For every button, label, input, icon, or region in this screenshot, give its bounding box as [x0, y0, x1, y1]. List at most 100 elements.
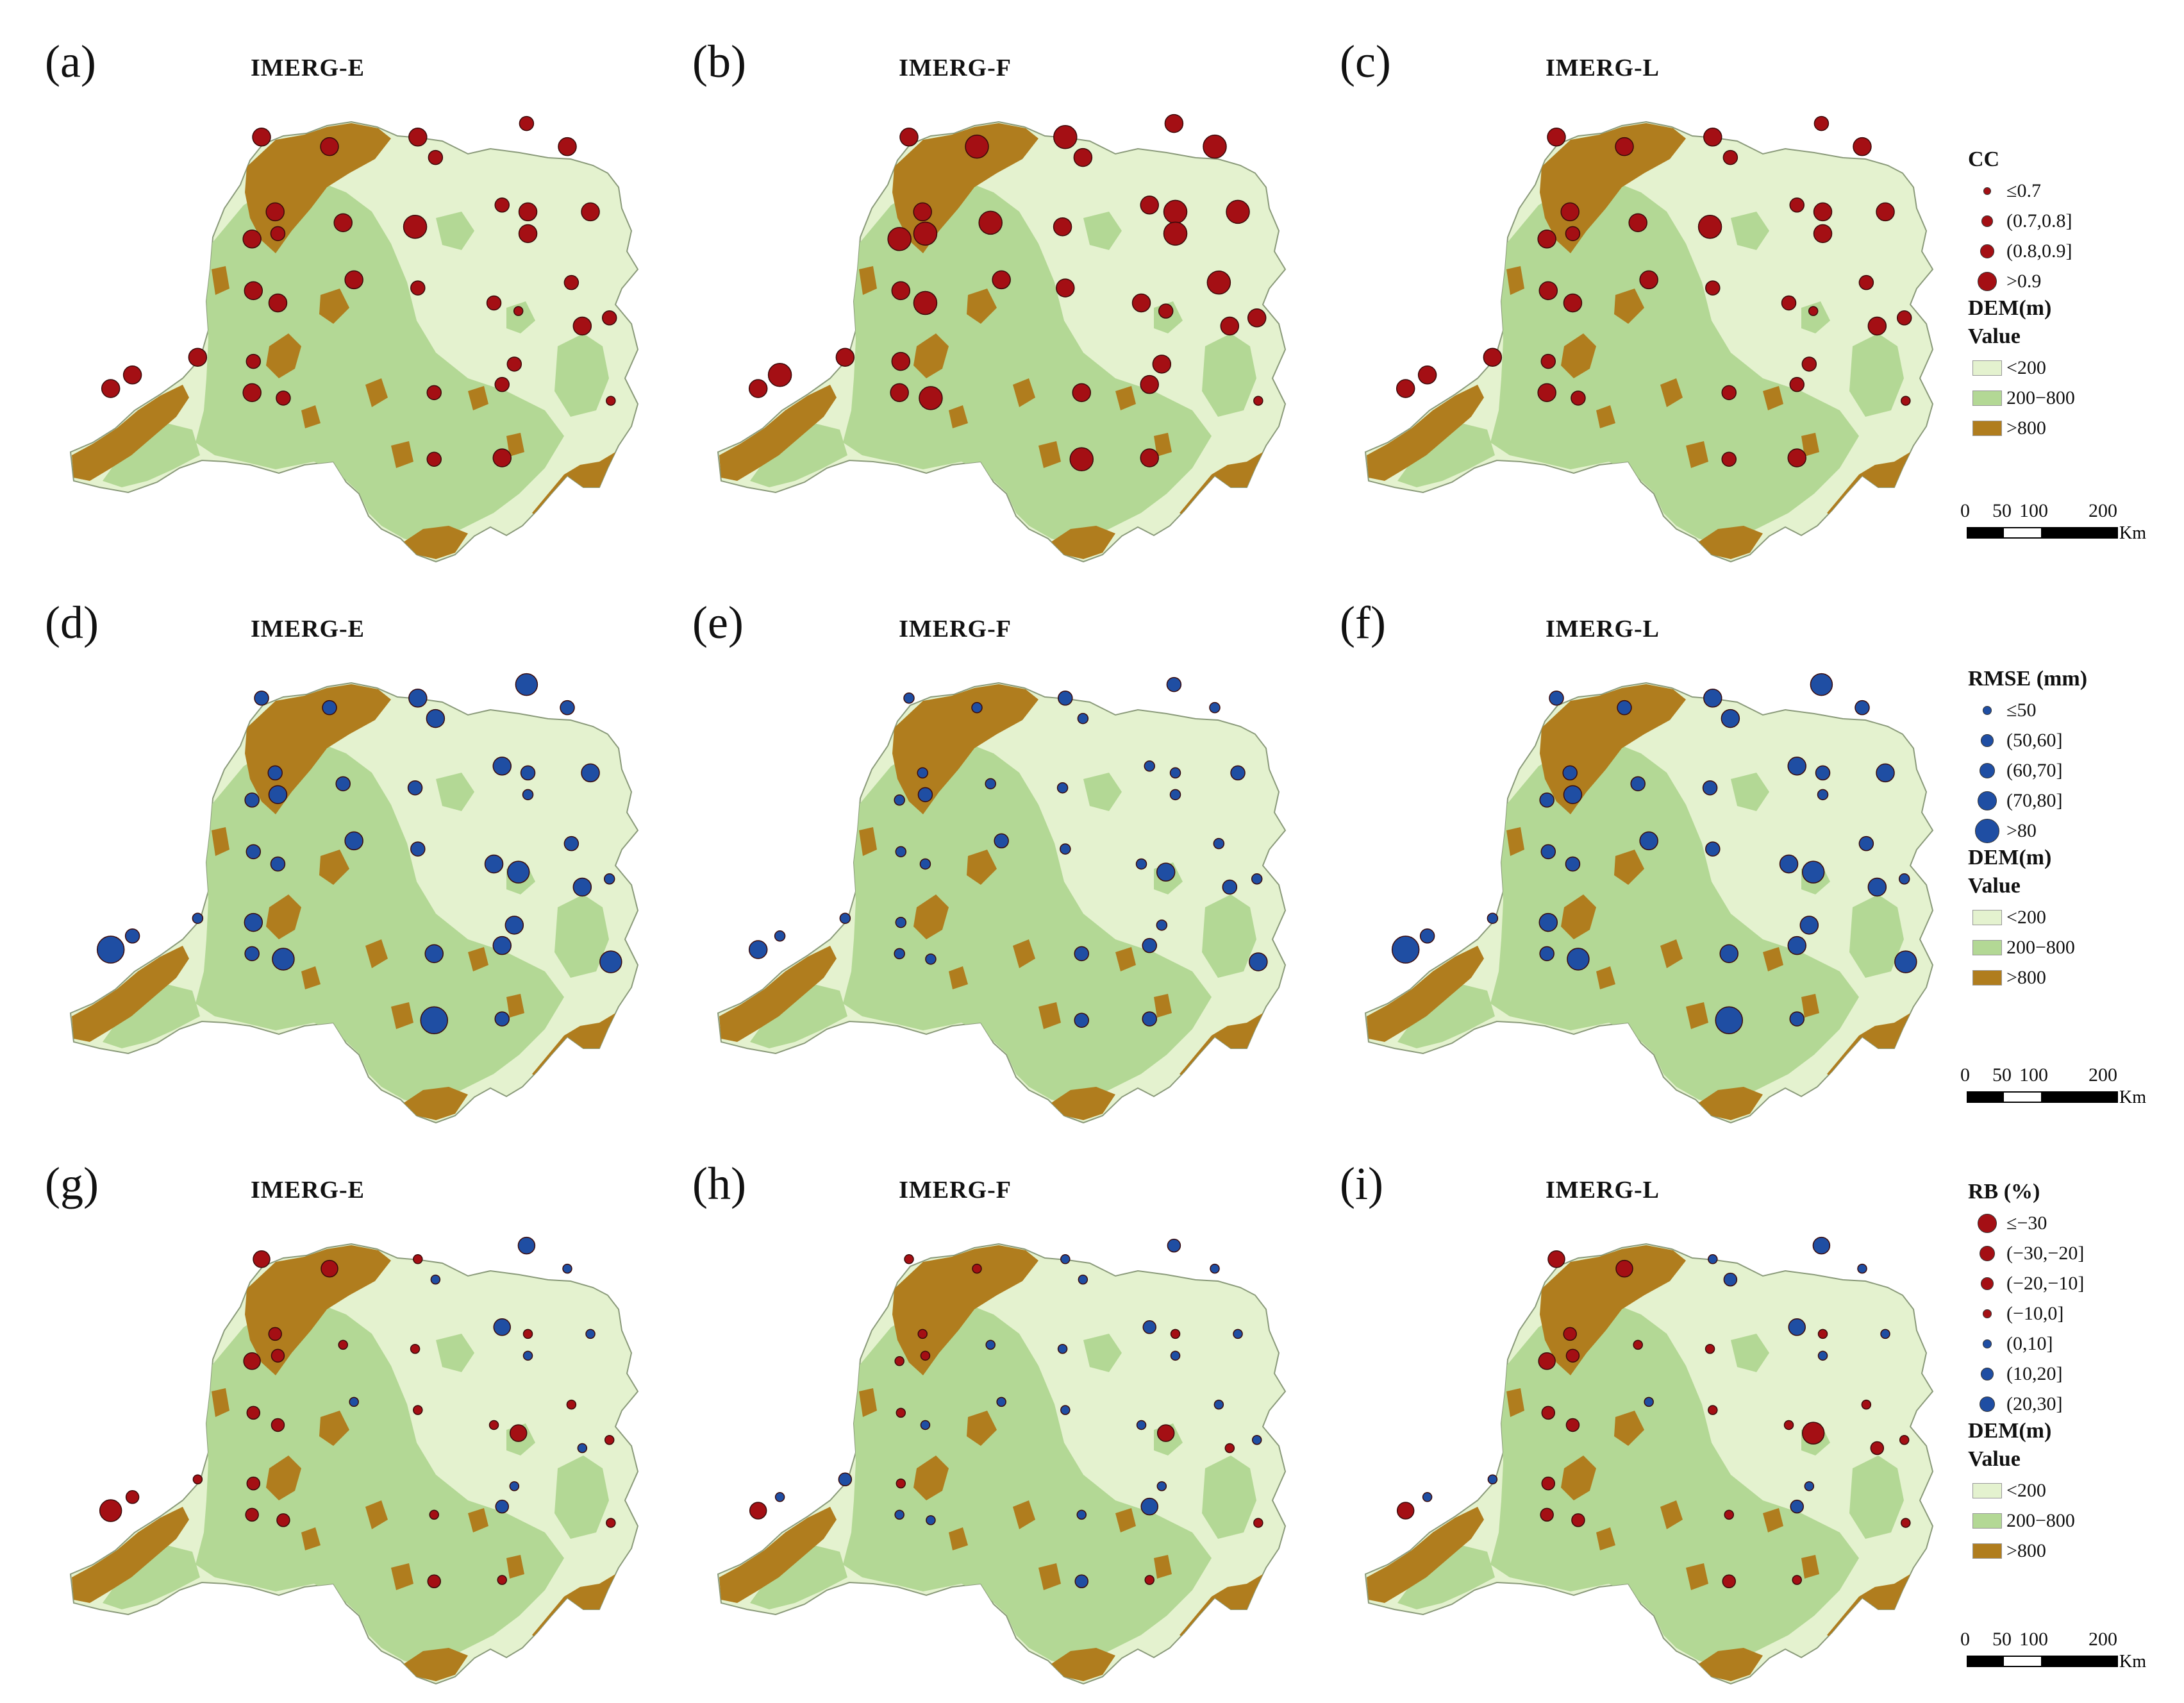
- dem-high-patch: [1561, 333, 1596, 378]
- station-marker: [572, 877, 592, 897]
- dem-swatch: [1972, 1482, 2002, 1498]
- legend-dot: [1981, 734, 1994, 747]
- dem-mid-patch: [1397, 423, 1495, 487]
- panel-letter: (a): [45, 36, 96, 87]
- station-marker: [767, 363, 792, 387]
- dem-high-patch: [245, 684, 391, 814]
- dem-mid-patch: [1490, 180, 1859, 545]
- dem-high-patch: [1051, 526, 1115, 559]
- station-marker: [603, 873, 615, 885]
- station-marker: [895, 916, 907, 928]
- map-panel-b: (b) IMERG-F: [692, 38, 1340, 571]
- station-marker: [1170, 1329, 1181, 1339]
- dem-mid-patch: [1849, 1456, 1904, 1539]
- station-marker: [1136, 1420, 1147, 1430]
- station-marker: [493, 1318, 511, 1336]
- station-marker: [1703, 128, 1722, 147]
- station-marker: [1787, 448, 1806, 467]
- scale-tick-label: 50: [1992, 500, 2012, 521]
- map-g: [69, 1236, 639, 1685]
- station-marker: [1563, 293, 1583, 313]
- station-marker: [1230, 765, 1246, 781]
- station-marker: [1790, 1499, 1804, 1514]
- station-marker: [1487, 1474, 1498, 1484]
- station-marker: [895, 846, 907, 858]
- dem-mid-patch: [1731, 773, 1769, 811]
- dem-mid-patch: [1083, 212, 1122, 250]
- legend-class: (−10,0]: [1968, 1298, 2180, 1329]
- station-marker: [265, 202, 285, 222]
- station-marker: [978, 210, 1003, 235]
- station-marker: [1870, 1441, 1885, 1456]
- station-marker: [1060, 1405, 1071, 1415]
- legend-class: ≤50: [1968, 695, 2180, 725]
- station-marker: [517, 1236, 536, 1255]
- station-marker: [1787, 935, 1806, 955]
- station-marker: [1078, 1274, 1088, 1285]
- dem-high-patch: [1699, 1087, 1763, 1120]
- dem-mid-patch: [196, 1302, 564, 1667]
- station-marker: [919, 386, 943, 410]
- dem-mid-patch: [843, 180, 1212, 545]
- dem-high-patch: [404, 526, 468, 559]
- station-marker: [426, 709, 446, 728]
- dem-swatch: [1972, 969, 2002, 986]
- legend-class: (20,30]: [1968, 1389, 2180, 1419]
- dem-high-patch: [319, 850, 349, 885]
- station-marker: [506, 357, 522, 372]
- station-marker: [1565, 856, 1581, 872]
- station-marker: [1156, 1481, 1167, 1491]
- station-marker: [1251, 1435, 1262, 1445]
- station-marker: [774, 1492, 785, 1502]
- dem-mid-patch: [1731, 212, 1769, 250]
- station-marker: [560, 700, 575, 716]
- dem-high-patch: [1051, 1648, 1115, 1681]
- station-marker: [1131, 293, 1151, 313]
- legend-dot: [1983, 705, 1992, 715]
- station-marker: [1057, 1343, 1068, 1354]
- dem-high-patch: [913, 333, 949, 378]
- station-marker: [1617, 700, 1632, 716]
- panel-title: IMERG-E: [251, 616, 365, 642]
- legend-dot: [1980, 762, 1995, 778]
- dem-legend-subtitle: Value: [1968, 324, 2021, 348]
- legend-rmse: RMSE (mm) ≤50 (50,60] (60,70] (70,80] >80 DEM(…: [1968, 667, 2180, 993]
- station-marker: [1203, 134, 1227, 159]
- station-marker: [1053, 125, 1078, 149]
- dem-swatch: [1972, 939, 2002, 955]
- station-marker: [1565, 1348, 1580, 1363]
- station-marker: [333, 213, 353, 233]
- dem-legend-subtitle: Value: [1968, 874, 2021, 898]
- map-panel-d: (d) IMERG-E: [45, 600, 692, 1132]
- station-marker: [253, 1250, 271, 1268]
- station-marker: [1537, 383, 1556, 403]
- station-marker: [1715, 1006, 1743, 1034]
- dem-mid-patch: [843, 1302, 1212, 1667]
- station-marker: [1206, 270, 1231, 295]
- scale-segment: [1968, 1093, 2004, 1102]
- panel-letter: (d): [45, 597, 99, 648]
- legend-label: (20,30]: [2006, 1393, 2063, 1414]
- legend-label: (−30,−20]: [2006, 1242, 2085, 1264]
- legend-label: (0.7,0.8]: [2006, 210, 2072, 231]
- map-a: [69, 115, 639, 563]
- dem-mid-patch: [1490, 1302, 1859, 1667]
- legend-dot: [1981, 1367, 1994, 1380]
- scale-tick-label: 100: [2019, 1064, 2048, 1086]
- station-marker: [1571, 1513, 1585, 1527]
- station-marker: [1799, 916, 1819, 935]
- station-marker: [1858, 274, 1874, 290]
- dem-swatch: [1972, 390, 2002, 406]
- station-marker: [1226, 199, 1250, 224]
- station-marker: [972, 1263, 982, 1274]
- station-marker: [985, 778, 996, 790]
- legend-label: (0.8,0.9]: [2006, 240, 2072, 262]
- station-marker: [244, 946, 260, 962]
- legend-class: (−20,−10]: [1968, 1268, 2180, 1298]
- dem-swatch: [1972, 1513, 2002, 1529]
- legend-class: ≤0.7: [1968, 176, 2180, 206]
- station-marker: [420, 1006, 448, 1034]
- station-marker: [1142, 1011, 1157, 1027]
- scale-tick-label: 200: [2088, 500, 2117, 521]
